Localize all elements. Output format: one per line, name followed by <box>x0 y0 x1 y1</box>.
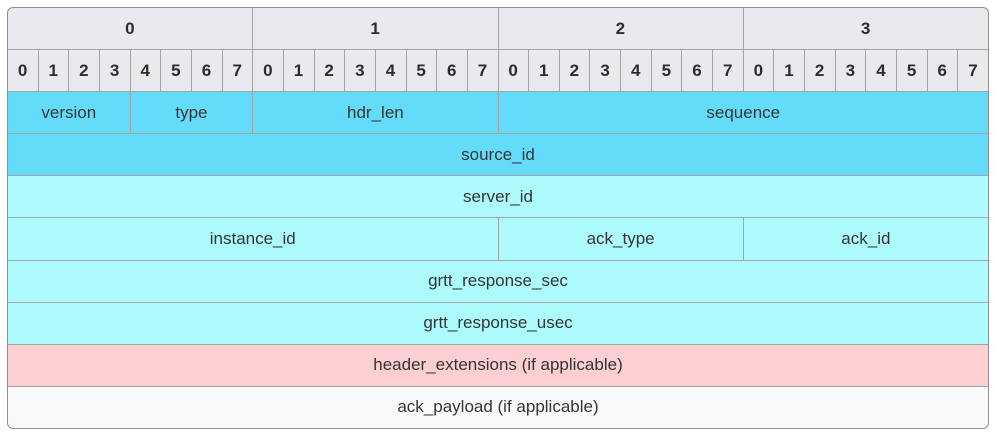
bit-header-cell-13: 5 <box>406 50 437 92</box>
field-cell-grtt-response-usec: grtt_response_usec <box>8 302 988 344</box>
bit-header-cell-23: 7 <box>713 50 743 92</box>
bit-header-cell-30: 6 <box>927 50 958 92</box>
bit-header-cell-25: 1 <box>774 50 805 92</box>
bit-header-cell-2: 2 <box>69 50 99 92</box>
bit-header-cell-15: 7 <box>467 50 498 92</box>
bit-header-cell-20: 4 <box>621 50 651 92</box>
field-cell-hdr-len: hdr_len <box>253 92 498 134</box>
field-cell-ack-id: ack_id <box>743 218 988 260</box>
field-cell-ack-payload-if-applicable: ack_payload (if applicable) <box>8 386 988 428</box>
field-cell-instance-id: instance_id <box>8 218 498 260</box>
bit-header-cell-10: 2 <box>314 50 345 92</box>
field-cell-source-id: source_id <box>8 134 988 176</box>
bit-header-cell-24: 0 <box>743 50 774 92</box>
field-cell-version: version <box>8 92 130 134</box>
field-cell-type: type <box>130 92 253 134</box>
bit-header-cell-17: 1 <box>529 50 559 92</box>
bit-header-cell-21: 5 <box>651 50 682 92</box>
bit-header-cell-14: 6 <box>437 50 467 92</box>
bit-header-cell-0: 0 <box>8 50 38 92</box>
byte-header-cell-2: 2 <box>498 8 743 50</box>
byte-header-cell-3: 3 <box>743 8 988 50</box>
bit-header-cell-6: 6 <box>191 50 222 92</box>
bit-header-cell-19: 3 <box>590 50 621 92</box>
bit-header-cell-12: 4 <box>375 50 406 92</box>
bit-header-cell-7: 7 <box>222 50 253 92</box>
bit-header-cell-22: 6 <box>682 50 713 92</box>
byte-header-cell-0: 0 <box>8 8 253 50</box>
field-cell-grtt-response-sec: grtt_response_sec <box>8 260 988 302</box>
bit-header-cell-16: 0 <box>498 50 529 92</box>
bit-header-cell-11: 3 <box>345 50 375 92</box>
field-cell-server-id: server_id <box>8 176 988 218</box>
field-cell-ack-type: ack_type <box>498 218 743 260</box>
field-cell-header-extensions-if-applicable: header_extensions (if applicable) <box>8 344 988 386</box>
bit-header-cell-4: 4 <box>130 50 161 92</box>
bit-header-cell-3: 3 <box>99 50 130 92</box>
bit-header-cell-31: 7 <box>958 50 988 92</box>
bit-header-cell-5: 5 <box>161 50 191 92</box>
packet-diagram-grid: 0 1 2 3 0 1 2 3 4 5 6 7 0 1 2 3 4 5 6 7 0 1 2 3 4 5 6 7 0 1 2 3 4 5 6 7 vers… <box>7 7 989 429</box>
bit-header-cell-18: 2 <box>559 50 590 92</box>
bit-header-cell-28: 4 <box>866 50 897 92</box>
bit-header-cell-27: 3 <box>835 50 866 92</box>
field-cell-sequence: sequence <box>498 92 988 134</box>
bit-header-cell-8: 0 <box>253 50 283 92</box>
bit-header-cell-9: 1 <box>283 50 314 92</box>
bit-header-cell-29: 5 <box>897 50 927 92</box>
byte-header-cell-1: 1 <box>253 8 498 50</box>
bit-header-cell-1: 1 <box>38 50 69 92</box>
bit-header-cell-26: 2 <box>805 50 835 92</box>
